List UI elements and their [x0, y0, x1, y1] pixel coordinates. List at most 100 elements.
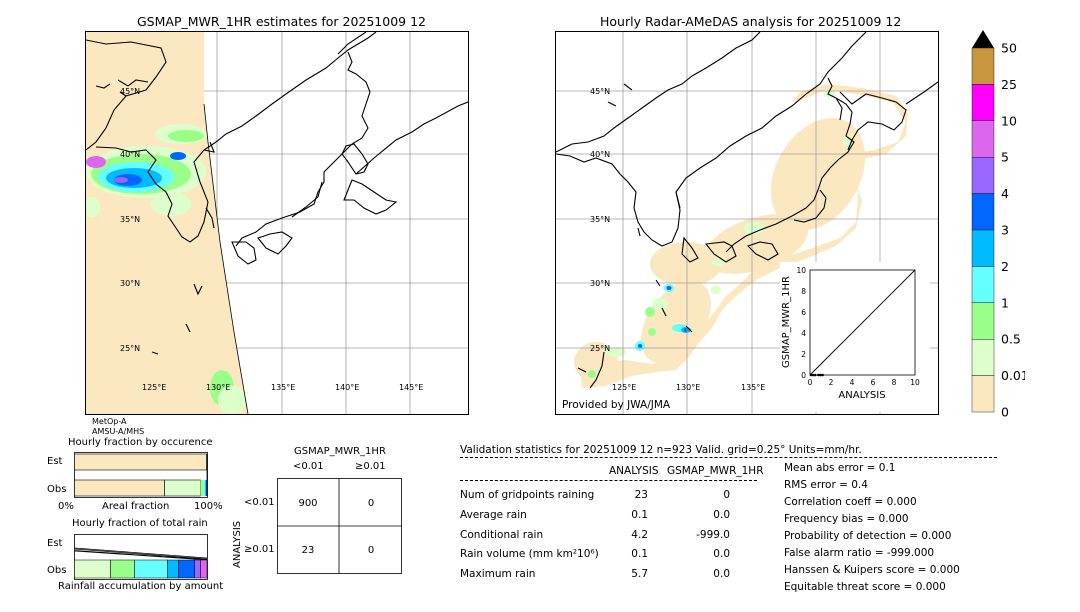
occurrence-obs-bar: [203, 480, 206, 496]
contingency-title: GSMAP_MWR_1HR: [294, 446, 386, 457]
colorbar-cell: [971, 47, 995, 85]
validation-header: Validation statistics for 20251009 12 n=…: [460, 444, 862, 456]
contingency-row-axis-label: ANALYSIS: [232, 520, 243, 568]
colorbar-extend-arrow: [972, 30, 994, 48]
contingency-cell: 23: [302, 545, 315, 556]
colorbar-label: 1: [1001, 295, 1009, 310]
total-rain-est-label: Est: [47, 538, 63, 549]
total-rain-obs-bar: [134, 559, 168, 579]
scatter-point: [819, 373, 822, 377]
occurrence-obs-bar: [164, 479, 201, 497]
contingency-col-2: ≥0.01: [355, 461, 386, 472]
colorbar-label: 5: [1001, 150, 1009, 165]
scatter-point: [809, 373, 813, 377]
right-lat-label: 45°N: [590, 87, 610, 96]
score-correlation: Correlation coeff = 0.000: [784, 496, 917, 508]
total-rain-svg: [74, 534, 208, 580]
occurrence-svg: [74, 452, 208, 498]
colorbar-label: 4: [1001, 186, 1009, 201]
scatter-point: [821, 373, 824, 377]
validation-row-analysis: 5.7: [631, 568, 648, 580]
score-hk: Hanssen & Kuipers score = 0.000: [784, 564, 960, 576]
right-map-grid: [556, 32, 938, 414]
left-lat-label: 40°N: [120, 150, 140, 159]
validation-row-gsmap: -999.0: [696, 529, 730, 541]
validation-row-label: Maximum rain: [460, 568, 536, 580]
scatter-x-tick: 2: [829, 378, 834, 387]
left-lat-label: 45°N: [120, 87, 140, 96]
validation-col-gsmap: GSMAP_MWR_1HR: [667, 465, 764, 477]
contingency-svg: 900 0 23 0: [277, 478, 402, 574]
total-rain-obs-bar: [200, 559, 208, 579]
scatter-x-tick: 0: [808, 378, 813, 387]
validation-row-analysis: 0.1: [631, 548, 648, 560]
colorbar-label: 0.5: [1001, 332, 1021, 347]
scatter-plot: 00 2 2 4 4 6 6 8 8 10 10 ANALYSIS GSMAP_MWR_1HR: [780, 262, 930, 412]
validation-row-gsmap: 0: [723, 489, 730, 501]
validation-table-divider: [460, 480, 757, 481]
contingency-row-2: ≥0.01: [244, 544, 275, 555]
validation-row-gsmap: 0.0: [713, 548, 730, 560]
contingency-cell: 0: [368, 545, 374, 556]
colorbar-label: 50: [1001, 41, 1017, 56]
left-map-svg: 45°N 40°N 35°N 30°N 25°N 125°E 130°E 135…: [86, 32, 468, 414]
left-lon-label: 130°E: [206, 383, 230, 392]
scatter-ylabel: GSMAP_MWR_1HR: [781, 276, 792, 368]
left-lon-label: 135°E: [271, 383, 295, 392]
colorbar-cell: [971, 156, 995, 194]
total-rain-obs-label: Obs: [47, 565, 67, 576]
score-pod: Probability of detection = 0.000: [784, 530, 952, 542]
colorbar-svg: 50 25 10 5 4 3 2 1 0.5 0.01 0: [971, 30, 1029, 420]
occurrence-obs-bar: [200, 480, 204, 496]
right-lat-label: 30°N: [590, 279, 610, 288]
colorbar-cell: [971, 193, 995, 231]
scatter-point: [811, 373, 815, 377]
scatter-point: [813, 373, 817, 377]
colorbar-label: 0: [1001, 405, 1009, 419]
colorbar-cell: [971, 229, 995, 267]
score-rms-error: RMS error = 0.4: [784, 479, 868, 491]
total-rain-obs-bar: [178, 559, 195, 579]
contingency-cell: 0: [368, 498, 374, 509]
scatter-x-tick: 6: [871, 378, 876, 387]
colorbar-label: 0.01: [1001, 368, 1025, 383]
colorbar-label: 10: [1001, 113, 1017, 128]
occurrence-est-label: Est: [47, 456, 63, 467]
colorbar-label: 3: [1001, 223, 1009, 238]
left-swath-area: [86, 32, 248, 414]
total-rain-title: Hourly fraction of total rain: [72, 518, 208, 529]
total-rain-obs-bar: [110, 559, 135, 579]
validation-row-label: Conditional rain: [460, 529, 544, 541]
validation-row-label: Average rain: [460, 509, 527, 521]
left-map-axis-labels: 45°N 40°N 35°N 30°N 25°N 125°E 130°E 135…: [120, 87, 423, 392]
occurrence-obs-bar: [74, 479, 165, 497]
scatter-x-tick: 10: [910, 378, 920, 387]
colorbar-cell: [971, 339, 995, 376]
colorbar-label: 25: [1001, 77, 1017, 92]
contingency-col-1: <0.01: [293, 461, 324, 472]
occurrence-obs-bar: [205, 480, 208, 496]
right-lat-label: 25°N: [590, 344, 610, 353]
occurrence-est-bar: [74, 453, 207, 471]
right-map-axis-labels: 45°N 40°N 35°N 30°N 25°N 125°E 130°E 135…: [590, 87, 765, 392]
occurrence-axis-right: 100%: [194, 501, 223, 512]
data-credit: Provided by JWA/JMA: [562, 399, 671, 411]
validation-row-analysis: 4.2: [631, 529, 648, 541]
scatter-x-tick: 4: [850, 378, 855, 387]
scatter-x-tick: 8: [892, 378, 897, 387]
scatter-y-tick: 8: [801, 287, 806, 296]
scatter-y-tick: 6: [801, 308, 806, 317]
colorbar-label: 2: [1001, 259, 1009, 274]
left-map-title: GSMAP_MWR_1HR estimates for 20251009 12: [137, 14, 426, 29]
left-swath-edge: [203, 103, 249, 414]
validation-row-gsmap: 0.0: [713, 509, 730, 521]
left-map-panel: 45°N 40°N 35°N 30°N 25°N 125°E 130°E 135…: [85, 31, 469, 415]
scatter-y-tick: 10: [796, 266, 806, 275]
occurrence-axis-label: Areal fraction: [102, 501, 170, 512]
colorbar-cell: [971, 120, 995, 158]
left-rain-patches: [86, 124, 246, 414]
score-ets: Equitable threat score = 0.000: [784, 581, 946, 593]
contingency-table: 900 0 23 0: [277, 478, 402, 574]
right-lon-label: 130°E: [676, 383, 700, 392]
right-lat-label: 35°N: [590, 215, 610, 224]
